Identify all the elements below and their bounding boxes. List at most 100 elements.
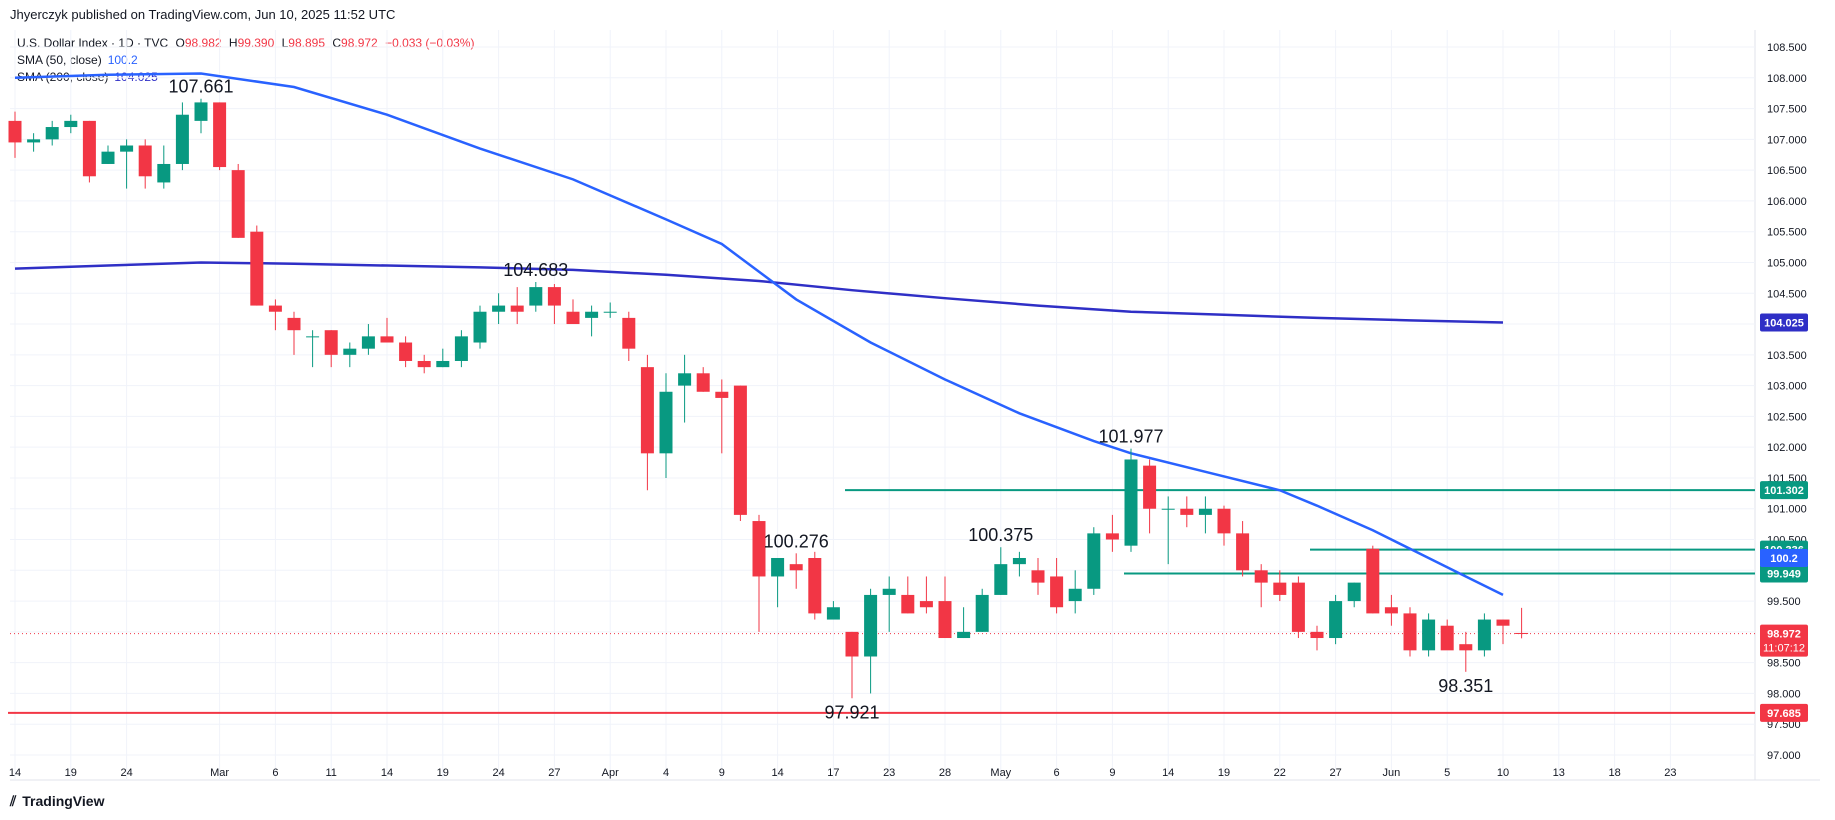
sma50-value: 100.2 [107, 53, 138, 67]
candle [8, 111, 22, 158]
candle-body [1477, 619, 1491, 651]
x-tick-label: May [990, 767, 1011, 779]
candle [1459, 631, 1473, 672]
candle-body [343, 348, 357, 355]
candle-body [268, 305, 282, 312]
candle-body [826, 607, 840, 620]
candle [1329, 594, 1343, 645]
x-tick-label: 27 [1329, 767, 1341, 779]
low-key: L [281, 36, 289, 50]
x-tick-label: 9 [719, 767, 725, 779]
candle [566, 299, 580, 325]
candle-body [101, 151, 115, 164]
candlesticks [8, 98, 1529, 699]
close-key: C [332, 36, 342, 50]
candle [27, 133, 41, 152]
candle [715, 379, 729, 454]
x-tick-label: 14 [1162, 767, 1174, 779]
candle [1236, 521, 1250, 577]
candle [585, 305, 599, 337]
x-tick-label: 24 [120, 767, 132, 779]
candle-body [1068, 588, 1082, 602]
candle-body [640, 367, 654, 454]
candle-body [492, 305, 506, 312]
candle [603, 302, 617, 318]
price-annotation: 101.977 [1098, 427, 1163, 447]
candle [1217, 505, 1231, 546]
candle [733, 385, 747, 522]
candle-body [213, 102, 227, 168]
candle [399, 336, 413, 368]
candle [1403, 607, 1417, 657]
candle-body [696, 373, 710, 392]
price-annotation: 100.375 [968, 525, 1033, 545]
x-tick-label: 22 [1274, 767, 1286, 779]
candle [1198, 496, 1212, 534]
candle-body [808, 557, 822, 614]
candle-body [1161, 508, 1175, 510]
open-key: O [175, 36, 185, 50]
candle [1384, 594, 1398, 626]
x-tick-label: Apr [602, 767, 619, 779]
tradingview-logo[interactable]: ⫽ TradingView [10, 793, 104, 810]
candle [1143, 459, 1157, 534]
x-tick-label: 6 [1054, 767, 1060, 779]
sma50-price-tag: 100.2 [1770, 553, 1798, 565]
candle-body [1515, 632, 1529, 634]
candle-body [380, 336, 394, 343]
candle-body [566, 311, 580, 325]
candle-body [715, 391, 729, 398]
x-tick-label: 5 [1444, 767, 1450, 779]
x-tick-label: Mar [210, 767, 229, 779]
candle-body [473, 311, 487, 343]
candle [64, 114, 78, 134]
candle [678, 354, 692, 423]
level-price-tag: 99.949 [1767, 568, 1801, 580]
candle [1440, 619, 1454, 651]
candle-body [417, 360, 431, 368]
candle [919, 576, 933, 614]
y-tick-label: 104.500 [1767, 288, 1807, 300]
y-tick-label: 108.000 [1767, 73, 1807, 85]
candle-body [1403, 613, 1417, 651]
candle-body [1310, 631, 1324, 639]
candle-body [1459, 644, 1473, 651]
candle [1366, 545, 1380, 614]
candle-body [975, 594, 989, 632]
candle-body [306, 336, 320, 338]
candle [120, 139, 134, 189]
x-tick-label: 14 [381, 767, 393, 779]
candle-body [1217, 508, 1231, 534]
y-tick-label: 102.500 [1767, 411, 1807, 423]
candle-body [1050, 576, 1064, 608]
price-annotation: 104.683 [503, 260, 568, 280]
sma200-price-tag-bg [1760, 313, 1808, 332]
y-tick-label: 102.000 [1767, 442, 1807, 454]
sma50-legend-row[interactable]: SMA (50, close) 100.2 [17, 52, 474, 69]
candle-body [938, 601, 952, 639]
candle-body [64, 120, 78, 128]
candle [45, 120, 59, 146]
high-key: H [228, 36, 238, 50]
sma50-price-tag-bg [1760, 548, 1808, 567]
candle [250, 225, 264, 306]
candle [510, 287, 524, 325]
candle-body [120, 145, 134, 152]
candle [547, 284, 561, 325]
candle [343, 342, 357, 368]
candle-body [1236, 533, 1250, 571]
x-tick-label: 19 [437, 767, 449, 779]
x-tick-label: 11 [325, 767, 336, 779]
candle [417, 354, 431, 374]
candle-body [1012, 557, 1026, 565]
price-annotation: 97.921 [824, 702, 879, 722]
candle [938, 576, 952, 639]
candle [1031, 557, 1045, 595]
last-price-tag-bg [1760, 624, 1808, 657]
candle-body [678, 373, 692, 386]
candle [957, 607, 971, 639]
price-annotations: 107.661 104.683 100.276 100.375 101.977 97.92… [168, 77, 1493, 723]
x-tick-label: 23 [1664, 767, 1676, 779]
candle-body [585, 311, 599, 318]
